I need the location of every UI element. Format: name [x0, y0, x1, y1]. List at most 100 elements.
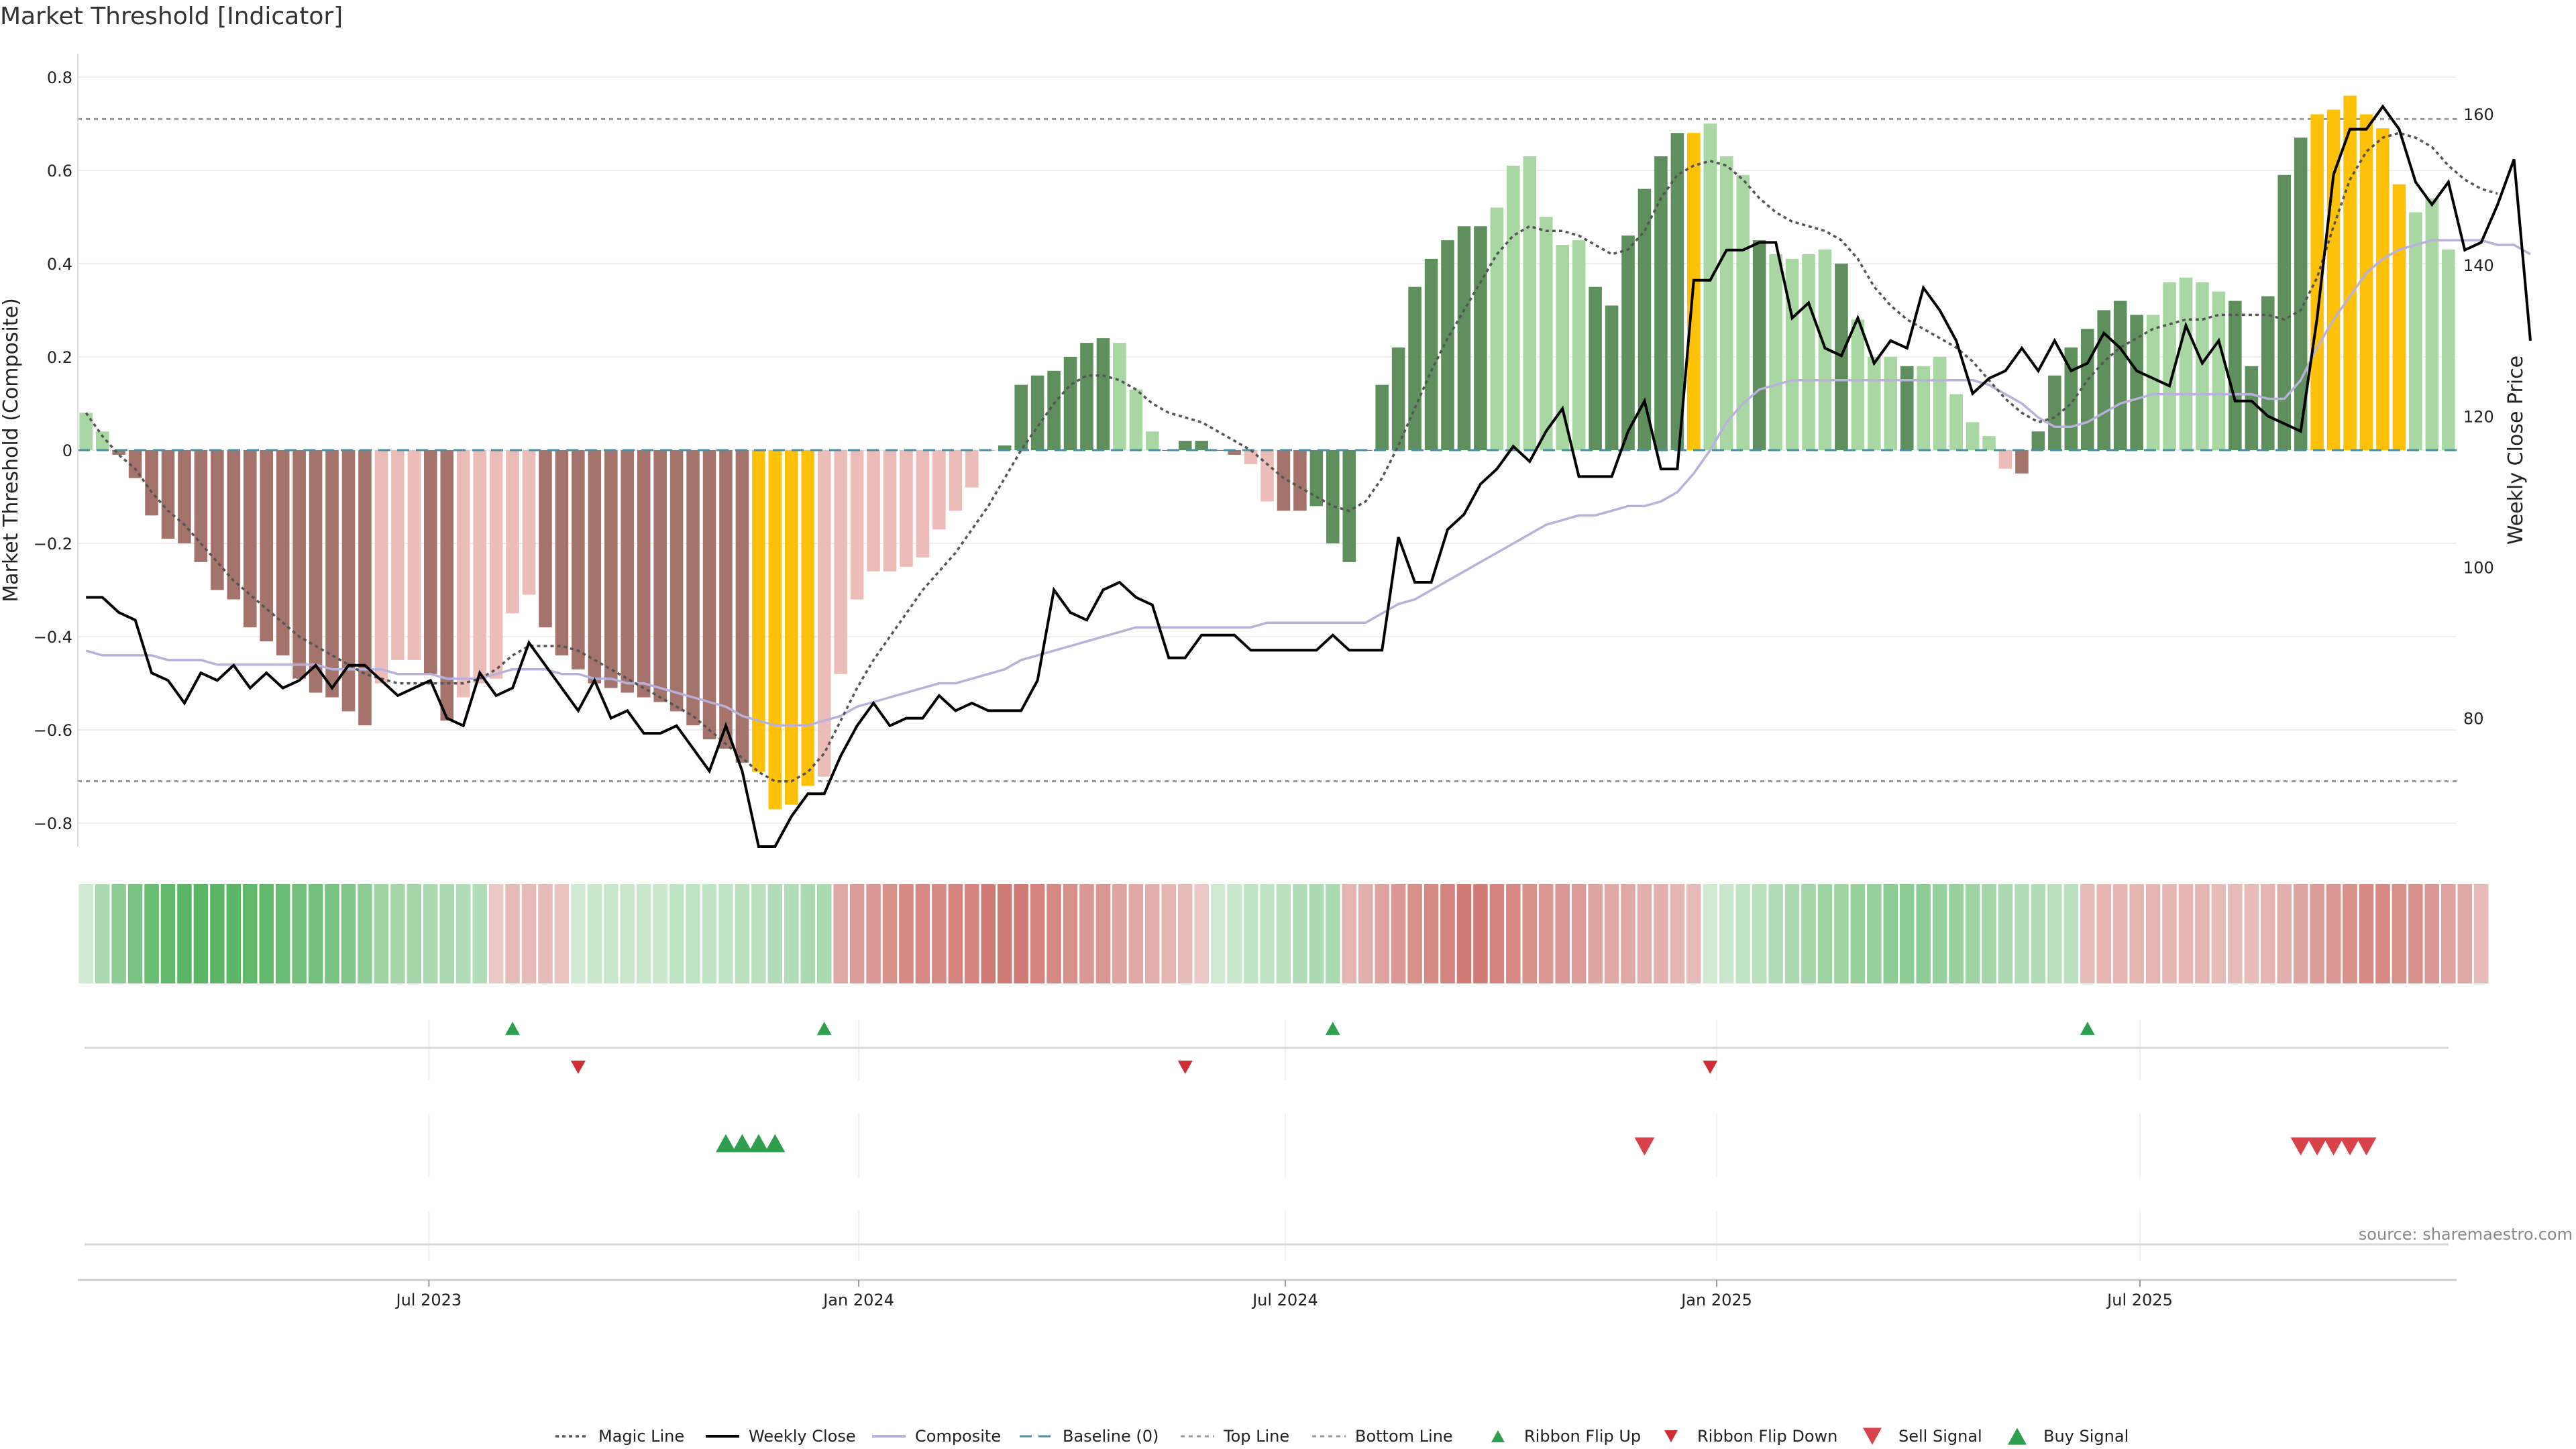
ribbon-cell	[1440, 884, 1455, 983]
composite-bar	[555, 450, 569, 655]
composite-bar	[900, 450, 913, 567]
ribbon-cell	[1046, 884, 1061, 983]
ribbon-cell	[587, 884, 602, 983]
sell-signal-marker	[2340, 1137, 2361, 1156]
composite-bar	[1309, 450, 1324, 506]
composite-bar	[2245, 366, 2259, 450]
composite-bar	[1474, 226, 1487, 450]
ribbon-cell	[751, 884, 766, 983]
composite-bar	[1277, 450, 1291, 511]
ribbon-cell	[243, 884, 258, 983]
composite-bar	[522, 450, 536, 595]
ribbon-cell	[2457, 884, 2472, 983]
ribbon-cell	[915, 884, 930, 983]
composite-bar	[2392, 184, 2406, 450]
ribbon-cell	[816, 884, 832, 983]
composite-bar	[1933, 356, 1947, 450]
composite-bar	[1949, 394, 1963, 450]
overlay-lines	[78, 104, 2532, 848]
ribbon-cell	[2112, 884, 2128, 983]
composite-bar	[161, 450, 175, 539]
ribbon-cell	[2031, 884, 2046, 983]
composite-bar	[1998, 450, 2012, 469]
composite-bar	[1868, 356, 1881, 450]
ribbon-cell	[2326, 884, 2341, 983]
ribbon-cell	[1128, 884, 1144, 983]
composite-bar	[1884, 356, 1898, 450]
ribbon-cell	[1801, 884, 1816, 983]
sell-signal-marker	[2356, 1137, 2377, 1156]
composite-bar	[572, 450, 585, 669]
legend-label: Ribbon Flip Up	[1524, 1427, 1641, 1446]
composite-bar	[2409, 212, 2422, 450]
composite-bar	[850, 450, 864, 600]
ribbon-cell	[2015, 884, 2029, 983]
ribbon-cell	[965, 884, 979, 983]
composite-bar	[276, 450, 290, 655]
ribbon-cell	[374, 884, 389, 983]
composite-bar	[391, 450, 405, 660]
ribbon-cell	[2195, 884, 2210, 983]
ribbon-cell	[2473, 884, 2489, 983]
ribbon-cell	[292, 884, 307, 983]
y-tick-label-left: −0.8	[34, 814, 72, 833]
y-tick-label-right: 120	[2463, 407, 2494, 426]
ribbon-cell	[177, 884, 192, 983]
legend-swatch	[1491, 1430, 1505, 1442]
sell-signal-marker	[2323, 1137, 2344, 1156]
ribbon-cell	[407, 884, 422, 983]
composite-bar	[719, 450, 733, 749]
ribbon-cell	[702, 884, 717, 983]
sell-signal-marker	[2290, 1137, 2311, 1156]
buy-signal-marker	[765, 1134, 786, 1152]
composite-bar	[2113, 301, 2127, 450]
legend-label: Ribbon Flip Down	[1697, 1427, 1837, 1446]
composite-bar	[1080, 343, 1093, 450]
legend-swatch	[2008, 1428, 2027, 1445]
composite-bar	[2097, 310, 2110, 450]
y-tick-label-left: −0.6	[34, 721, 72, 740]
composite-bar	[1113, 343, 1126, 450]
ribbon-cell	[439, 884, 455, 983]
ribbon-cell	[1654, 884, 1668, 983]
ribbon-cell	[1161, 884, 1177, 983]
composite-bar	[1146, 431, 1159, 450]
composite-bar	[309, 450, 323, 693]
composite-bar	[588, 450, 602, 684]
ribbon-cell	[2375, 884, 2390, 983]
composite-bar	[2212, 291, 2226, 450]
ribbon-cell	[423, 884, 438, 983]
composite-bar	[112, 450, 125, 455]
composite-bar	[2277, 174, 2292, 450]
composite-bar	[178, 450, 191, 544]
ribbon-cell	[1538, 884, 1554, 983]
composite-bar	[2229, 301, 2242, 450]
ribbon-cell	[981, 884, 996, 983]
composite-bar	[1129, 389, 1143, 450]
ribbon-cell	[160, 884, 176, 983]
ribbon-cell	[1916, 884, 1931, 983]
composite-bar	[456, 450, 470, 698]
ribbon-cell	[1260, 884, 1275, 983]
ribbon-cell	[505, 884, 520, 983]
composite-bar	[539, 450, 552, 628]
composite-bar	[1408, 286, 1421, 450]
composite-bar	[440, 450, 454, 721]
composite-bar	[669, 450, 684, 712]
composite-bar	[2146, 315, 2160, 450]
y-tick-label-left: 0.2	[47, 348, 72, 367]
ribbon-cell	[1375, 884, 1389, 983]
legend-label: Sell Signal	[1898, 1427, 1982, 1446]
ribbon-cell	[735, 884, 750, 983]
ribbon-cell	[308, 884, 323, 983]
composite-bar	[1096, 338, 1110, 450]
source-note: source: sharemaestro.com	[2359, 1225, 2573, 1244]
legend: Magic Line Weekly Close Composite Baseline …	[555, 1427, 2129, 1446]
ribbon-cell	[2080, 884, 2095, 983]
composite-bar	[2196, 282, 2209, 450]
sell-signal-marker	[1634, 1137, 1655, 1156]
ribbon-cell	[472, 884, 487, 983]
y-tick-label-left: 0	[62, 441, 72, 460]
composite-bar	[2359, 114, 2373, 450]
ribbon-cell	[784, 884, 799, 983]
